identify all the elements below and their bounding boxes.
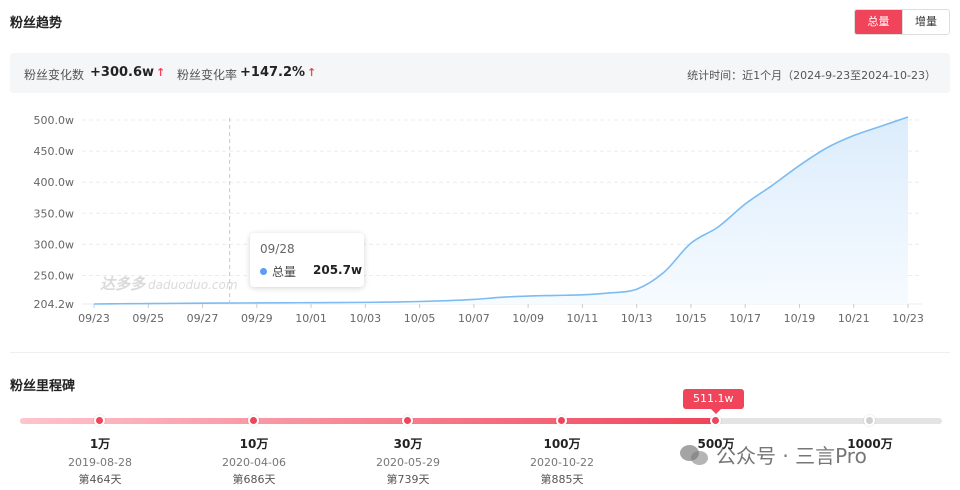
y-tick-label: 500.0w xyxy=(34,114,75,127)
fans-total-area xyxy=(94,117,908,305)
milestone-dot xyxy=(864,415,875,426)
current-fans-badge: 511.1w xyxy=(683,389,744,414)
x-tick-label: 10/05 xyxy=(404,312,436,325)
y-axis-ticks: 204.2w 250.0w 300.0w 350.0w 400.0w 450.0w 500.… xyxy=(34,114,75,311)
milestone-date: 2020-05-29 xyxy=(376,456,440,469)
milestone-days: 第686天 xyxy=(232,473,276,486)
milestone-dot xyxy=(402,415,413,426)
milestone-progress-fill xyxy=(20,418,716,424)
total-increment-toggle[interactable]: 总量 增量 xyxy=(854,9,950,35)
y-tick-label: 350.0w xyxy=(34,207,75,220)
milestone-date: 2020-04-06 xyxy=(222,456,286,469)
fans-change-rate-value: +147.2% ↑ xyxy=(240,65,317,80)
fans-change-count-value: +300.6w ↑ xyxy=(90,65,166,80)
x-tick-label: 10/07 xyxy=(458,312,490,325)
x-axis-ticks: 09/23 09/25 09/27 09/29 10/01 10/03 10/05 10/07… xyxy=(78,304,924,325)
toggle-total-button[interactable]: 总量 xyxy=(855,10,902,34)
milestone-days: 第885天 xyxy=(540,473,584,486)
milestone-dot xyxy=(710,415,721,426)
milestone-label: 30万 xyxy=(393,437,423,451)
x-tick-label: 09/25 xyxy=(132,312,164,325)
up-arrow-icon: ↑ xyxy=(156,66,166,79)
series-dot-icon xyxy=(260,268,267,275)
y-tick-label: 300.0w xyxy=(34,238,75,251)
milestone-label: 1万 xyxy=(89,437,111,451)
chart-tooltip: 09/28 总量 205.7w xyxy=(250,233,364,287)
x-tick-label: 10/21 xyxy=(838,312,870,325)
fans-trend-title: 粉丝趋势 xyxy=(10,16,63,31)
fans-change-rate-label: 粉丝变化率 xyxy=(177,68,238,82)
milestone-dot xyxy=(248,415,259,426)
toggle-increment-button[interactable]: 增量 xyxy=(902,10,949,34)
x-tick-label: 10/23 xyxy=(892,312,924,325)
x-tick-label: 10/11 xyxy=(567,312,599,325)
x-tick-label: 10/17 xyxy=(729,312,761,325)
milestone-label: 100万 xyxy=(543,437,581,451)
x-tick-label: 10/09 xyxy=(512,312,544,325)
tooltip-value: 205.7w xyxy=(313,263,363,277)
y-tick-label: 250.0w xyxy=(34,270,75,283)
milestone-date: 2020-10-22 xyxy=(530,456,594,469)
fans-trend-chart[interactable]: 204.2w 250.0w 300.0w 350.0w 400.0w 450.0w 500.… xyxy=(0,100,960,335)
fans-change-count-label: 粉丝变化数 xyxy=(24,68,85,82)
wechat-watermark: 公众号 · 三言Pro xyxy=(680,440,867,469)
milestone-label: 10万 xyxy=(239,437,269,451)
x-tick-label: 10/19 xyxy=(784,312,816,325)
y-tick-label: 400.0w xyxy=(34,176,75,189)
milestone-label: 1000万 xyxy=(847,437,893,451)
fans-milestone-title: 粉丝里程碑 xyxy=(10,379,76,394)
x-tick-label: 09/29 xyxy=(241,312,273,325)
y-tick-label: 450.0w xyxy=(34,145,75,158)
milestone-dot xyxy=(556,415,567,426)
tooltip-series-name: 总量 xyxy=(272,265,297,279)
x-tick-label: 10/13 xyxy=(621,312,653,325)
x-tick-label: 10/03 xyxy=(349,312,381,325)
milestone-label: 500万 xyxy=(697,437,735,451)
x-tick-label: 10/01 xyxy=(295,312,327,325)
milestone-days: 第464天 xyxy=(78,473,122,486)
milestone-dot xyxy=(94,415,105,426)
x-tick-label: 09/23 xyxy=(78,312,110,325)
stat-time-range: 统计时间：近1个月（2024-9-23至2024-10-23） xyxy=(687,69,936,82)
summary-bar: 粉丝变化数 +300.6w ↑ 粉丝变化率 +147.2% ↑ 统计时间：近1个月（… xyxy=(10,53,950,93)
tooltip-date: 09/28 xyxy=(260,242,295,256)
y-tick-label: 204.2w xyxy=(34,298,75,311)
daduoduo-watermark: 达多多 daduoduo.com xyxy=(100,275,238,293)
section-divider xyxy=(10,352,950,353)
up-arrow-icon: ↑ xyxy=(307,66,317,79)
milestone-days: 第739天 xyxy=(386,473,430,486)
chart-grid xyxy=(82,119,922,305)
wechat-icon xyxy=(680,443,710,467)
x-tick-label: 09/27 xyxy=(187,312,219,325)
milestone-date: 2019-08-28 xyxy=(68,456,132,469)
x-tick-label: 10/15 xyxy=(675,312,707,325)
